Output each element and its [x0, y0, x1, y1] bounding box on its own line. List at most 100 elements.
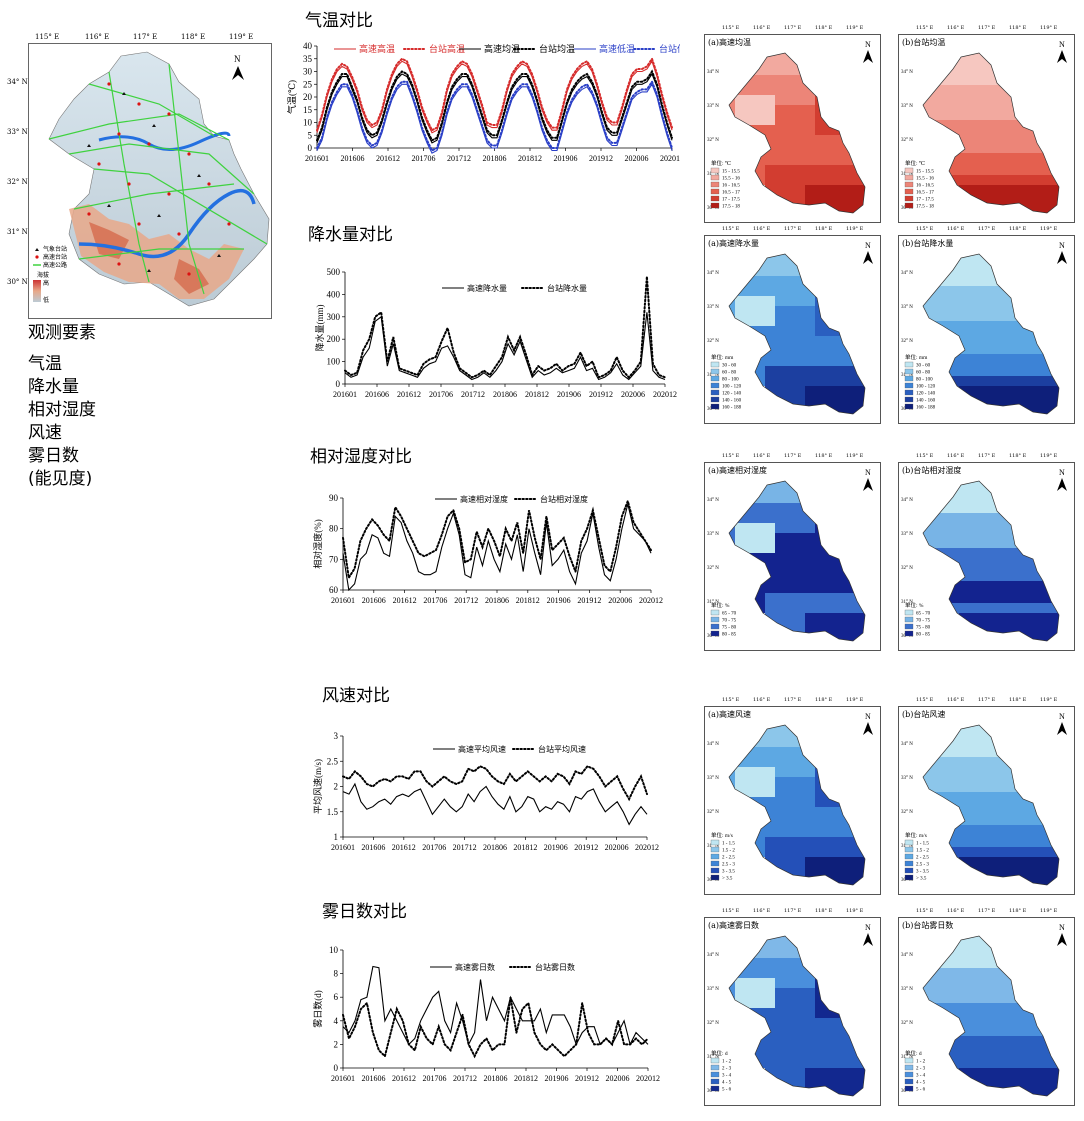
- highways: [48, 63, 268, 295]
- legend-label: 80 - 100: [722, 378, 739, 383]
- map-panel-temp-highway: 34° N 33° N 32° N 31° N 30° N 单位: ℃ 15 - 15.5 1…: [704, 34, 881, 223]
- y-tick-label: 10: [303, 118, 313, 128]
- map-panel-humidity-highway: 34° N 33° N 32° N 31° N 30° N 单位: % 65 - 70 70 …: [704, 462, 881, 651]
- province-outline: [728, 724, 866, 886]
- lat-tick: 30° N: [901, 878, 913, 883]
- province-outline: [728, 480, 866, 642]
- y-tick-label: 6: [334, 992, 339, 1002]
- legend-swatch: [904, 195, 914, 202]
- x-tick-label: 202012: [635, 843, 659, 852]
- legend-label: 80 - 85: [722, 633, 737, 638]
- y-tick-label: 8: [334, 969, 339, 979]
- lat-tick: 30° N: [901, 634, 913, 639]
- series-line: [316, 69, 673, 142]
- legend-unit: 单位: mm: [711, 353, 734, 361]
- legend-swatch: [904, 396, 914, 403]
- lat-tick: 31° N: [707, 1055, 719, 1060]
- tick-116: 116° E: [85, 33, 110, 41]
- legend-swatch: [710, 1057, 720, 1064]
- y-tick-label: 3: [334, 731, 339, 741]
- lon-tick-label: 116° E: [753, 25, 771, 31]
- legend-swatch: [904, 174, 914, 181]
- legend-weather-station: 气象台站: [43, 245, 67, 253]
- legend-swatch: [904, 1057, 914, 1064]
- legend-swatch: [710, 1078, 720, 1085]
- series-line: [342, 965, 649, 1046]
- map-panel-title: (b)台站降水量: [902, 239, 954, 248]
- tick-117: 117° E: [133, 33, 158, 41]
- lat-34: 34° N: [7, 78, 28, 86]
- map-band: [735, 95, 775, 125]
- x-tick-label: 201806: [493, 390, 517, 399]
- legend-label: 120 - 140: [722, 392, 742, 397]
- x-tick-label: 201601: [331, 596, 355, 605]
- legend-highway: 高速公路: [43, 261, 67, 269]
- legend-unit: 单位: %: [905, 601, 924, 609]
- x-tick-label: 201601: [331, 1074, 355, 1083]
- x-tick-label: 201912: [574, 843, 598, 852]
- lat-tick: 32° N: [901, 339, 913, 344]
- lat-tick: 30° N: [707, 1089, 719, 1094]
- legend-swatch: [710, 1085, 720, 1092]
- legend-label: 15 - 15.5: [916, 170, 934, 175]
- y-tick-label: 0: [334, 1063, 339, 1073]
- x-tick-label: 201606: [365, 390, 389, 399]
- lon-tick-label: 117° E: [784, 697, 802, 703]
- element-item: 相对湿度: [28, 400, 96, 420]
- lat-31: 31° N: [7, 228, 28, 236]
- legend-swatch: [710, 396, 720, 403]
- north-arrow-icon: [1057, 251, 1067, 264]
- element-item: (能见度): [28, 469, 93, 489]
- north-label: N: [865, 468, 871, 477]
- legend-label: 80 - 85: [916, 633, 931, 638]
- legend-swatch: [710, 630, 720, 637]
- series-line: [342, 497, 652, 581]
- legend-label: 2.5 - 3: [916, 863, 929, 868]
- y-tick-label: 1.5: [327, 807, 339, 817]
- legend-label: 5 - 6: [722, 1088, 732, 1093]
- tick-115: 115° E: [35, 33, 60, 41]
- x-tick-label: 202006: [608, 596, 632, 605]
- tick-119: 119° E: [229, 33, 254, 41]
- north-label: N: [1059, 712, 1065, 721]
- y-axis-label: 气温(℃): [286, 80, 297, 114]
- lat-tick: 30° N: [901, 1089, 913, 1094]
- map-svg: 34° N 33° N 32° N 31° N 30° N 单位: % 65 - 70 70 …: [707, 468, 873, 642]
- map-panel-precip-station: 34° N 33° N 32° N 31° N 30° N 单位: mm 30 - 60 60…: [898, 235, 1075, 424]
- overview-map: 气象台站 高速台站 高速公路 海拔 高 低 N 115° E 116° E 11…: [7, 33, 272, 319]
- lat-tick: 32° N: [707, 138, 719, 143]
- lat-tick: 30° N: [901, 407, 913, 412]
- lon-tick-label: 118° E: [815, 453, 833, 459]
- lat-tick: 32° N: [707, 1021, 719, 1026]
- legend-swatch: [904, 1064, 914, 1071]
- legend-label: 60 - 80: [722, 371, 737, 376]
- legend-label: 高速平均风速: [458, 744, 506, 754]
- lat-tick: 32° N: [707, 339, 719, 344]
- north-arrow-icon: [863, 251, 873, 264]
- legend-swatch: [710, 874, 720, 881]
- legend-unit: 单位: mm: [905, 353, 928, 361]
- section-title-temp: 气温对比: [305, 11, 373, 31]
- lat-tick: 33° N: [707, 104, 719, 109]
- legend-label: 3 - 3.5: [916, 870, 929, 875]
- lon-tick-label: 117° E: [978, 453, 996, 459]
- lon-tick-label: 118° E: [1009, 453, 1027, 459]
- legend-label: 3 - 3.5: [722, 870, 735, 875]
- north-arrow-icon: [1057, 478, 1067, 491]
- lon-tick-label: 118° E: [815, 908, 833, 914]
- lat-tick: 34° N: [707, 742, 719, 747]
- lon-tick-label: 115° E: [916, 453, 934, 459]
- province-outline: [922, 52, 1060, 214]
- x-tick-label: 201906: [554, 154, 578, 163]
- legend-label: 140 - 160: [916, 399, 936, 404]
- map-band: [923, 757, 1059, 797]
- lon-tick-label: 116° E: [947, 697, 965, 703]
- map-svg: 34° N 33° N 32° N 31° N 30° N 单位: % 65 - 70 70 …: [901, 468, 1067, 642]
- legend-label: 高速均温: [484, 43, 520, 54]
- overview-top-ticks: 115° E 116° E 117° E 118° E 119° E: [29, 33, 271, 43]
- chart-fog: 0 2 4 6 8 10 201601 201606 201612 201706 201712 201…: [312, 945, 660, 1083]
- lon-tick-label: 119° E: [1040, 453, 1058, 459]
- legend-label: 16.5 - 17: [916, 191, 934, 196]
- y-tick-label: 60: [329, 585, 339, 595]
- province-outline: [922, 253, 1060, 415]
